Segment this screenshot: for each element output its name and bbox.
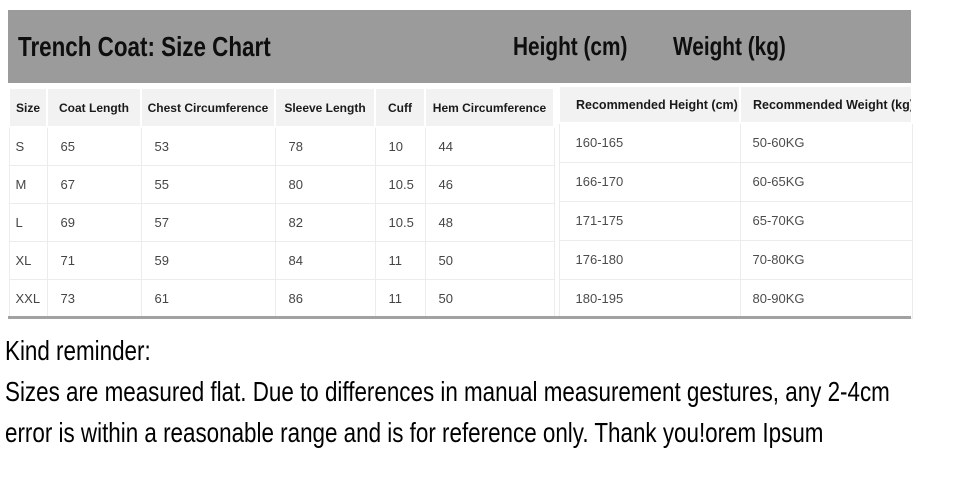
table-cell: S [8, 126, 48, 166]
column-header-sleeve-length: Sleeve Length [274, 87, 376, 128]
weight-label: Weight (kg) [673, 31, 786, 61]
column-header-recommended-height: Recommended Height (cm) [558, 85, 741, 124]
reminder-note: Kind reminder: Sizes are measured flat. … [5, 330, 890, 453]
table-cell: 71 [46, 240, 142, 280]
table-cell: 53 [140, 126, 276, 166]
table-cell: 46 [424, 164, 555, 204]
table-cell: 10 [374, 126, 426, 166]
reminder-line: Sizes are measured flat. Due to differen… [5, 376, 890, 407]
table-cell: 176-180 [558, 239, 741, 280]
column-header-chest-circumference: Chest Circumference [140, 87, 276, 128]
reminder-line: error is within a reasonable range and i… [5, 417, 824, 448]
table-cell: 86 [274, 278, 376, 318]
table-cell: XXL [8, 278, 48, 318]
column-header-hem-circumference: Hem Circumference [424, 87, 555, 128]
page-title: Trench Coat: Size Chart [18, 30, 271, 62]
size-table: Size Coat Length Chest Circumference Sle… [8, 87, 555, 318]
table-cell: 60-65KG [739, 161, 913, 202]
table-cell: 50-60KG [739, 122, 913, 163]
table-cell: 160-165 [558, 122, 741, 163]
table-cell: 82 [274, 202, 376, 242]
table-cell: 55 [140, 164, 276, 204]
table-cell: 84 [274, 240, 376, 280]
table-cell: 65 [46, 126, 142, 166]
table-cell: 59 [140, 240, 276, 280]
recommendation-table: Recommended Height (cm) Recommended Weig… [558, 85, 913, 319]
table-cell: 48 [424, 202, 555, 242]
table-cell: 11 [374, 278, 426, 318]
size-table-header-row: Size Coat Length Chest Circumference Sle… [8, 87, 555, 128]
table-row: L 69 57 82 10.5 48 [8, 202, 555, 242]
table-row: M 67 55 80 10.5 46 [8, 164, 555, 204]
table-cell: 10.5 [374, 164, 426, 204]
table-cell: 11 [374, 240, 426, 280]
table-row: 166-170 60-65KG [558, 161, 913, 202]
column-header-size: Size [8, 87, 48, 128]
table-row: 171-175 65-70KG [558, 200, 913, 241]
table-cell: 166-170 [558, 161, 741, 202]
table-cell: L [8, 202, 48, 242]
table-cell: 50 [424, 278, 555, 318]
table-cell: 70-80KG [739, 239, 913, 280]
table-row: 176-180 70-80KG [558, 239, 913, 280]
banner: Trench Coat: Size Chart Height (cm) Weig… [8, 10, 911, 83]
table-cell: 69 [46, 202, 142, 242]
table-row: XL 71 59 84 11 50 [8, 240, 555, 280]
table-cell: 80-90KG [739, 278, 913, 319]
table-cell: XL [8, 240, 48, 280]
column-header-recommended-weight: Recommended Weight (kg) [739, 85, 913, 124]
table-cell: 67 [46, 164, 142, 204]
table-cell: 57 [140, 202, 276, 242]
table-row: 180-195 80-90KG [558, 278, 913, 319]
table-cell: 50 [424, 240, 555, 280]
column-header-cuff: Cuff [374, 87, 426, 128]
table-cell: 61 [140, 278, 276, 318]
table-cell: 65-70KG [739, 200, 913, 241]
table-row: S 65 53 78 10 44 [8, 126, 555, 166]
table-cell: 10.5 [374, 202, 426, 242]
table-cell: 78 [274, 126, 376, 166]
table-cell: 80 [274, 164, 376, 204]
reminder-heading: Kind reminder: [5, 335, 151, 366]
column-header-coat-length: Coat Length [46, 87, 142, 128]
table-cell: 44 [424, 126, 555, 166]
table-cell: 73 [46, 278, 142, 318]
table-cell: 180-195 [558, 278, 741, 319]
table-cell: 171-175 [558, 200, 741, 241]
table-bottom-rule [8, 316, 911, 319]
height-label: Height (cm) [513, 31, 628, 61]
table-row: 160-165 50-60KG [558, 122, 913, 163]
recommendation-table-header-row: Recommended Height (cm) Recommended Weig… [558, 85, 913, 124]
table-row: XXL 73 61 86 11 50 [8, 278, 555, 318]
table-cell: M [8, 164, 48, 204]
